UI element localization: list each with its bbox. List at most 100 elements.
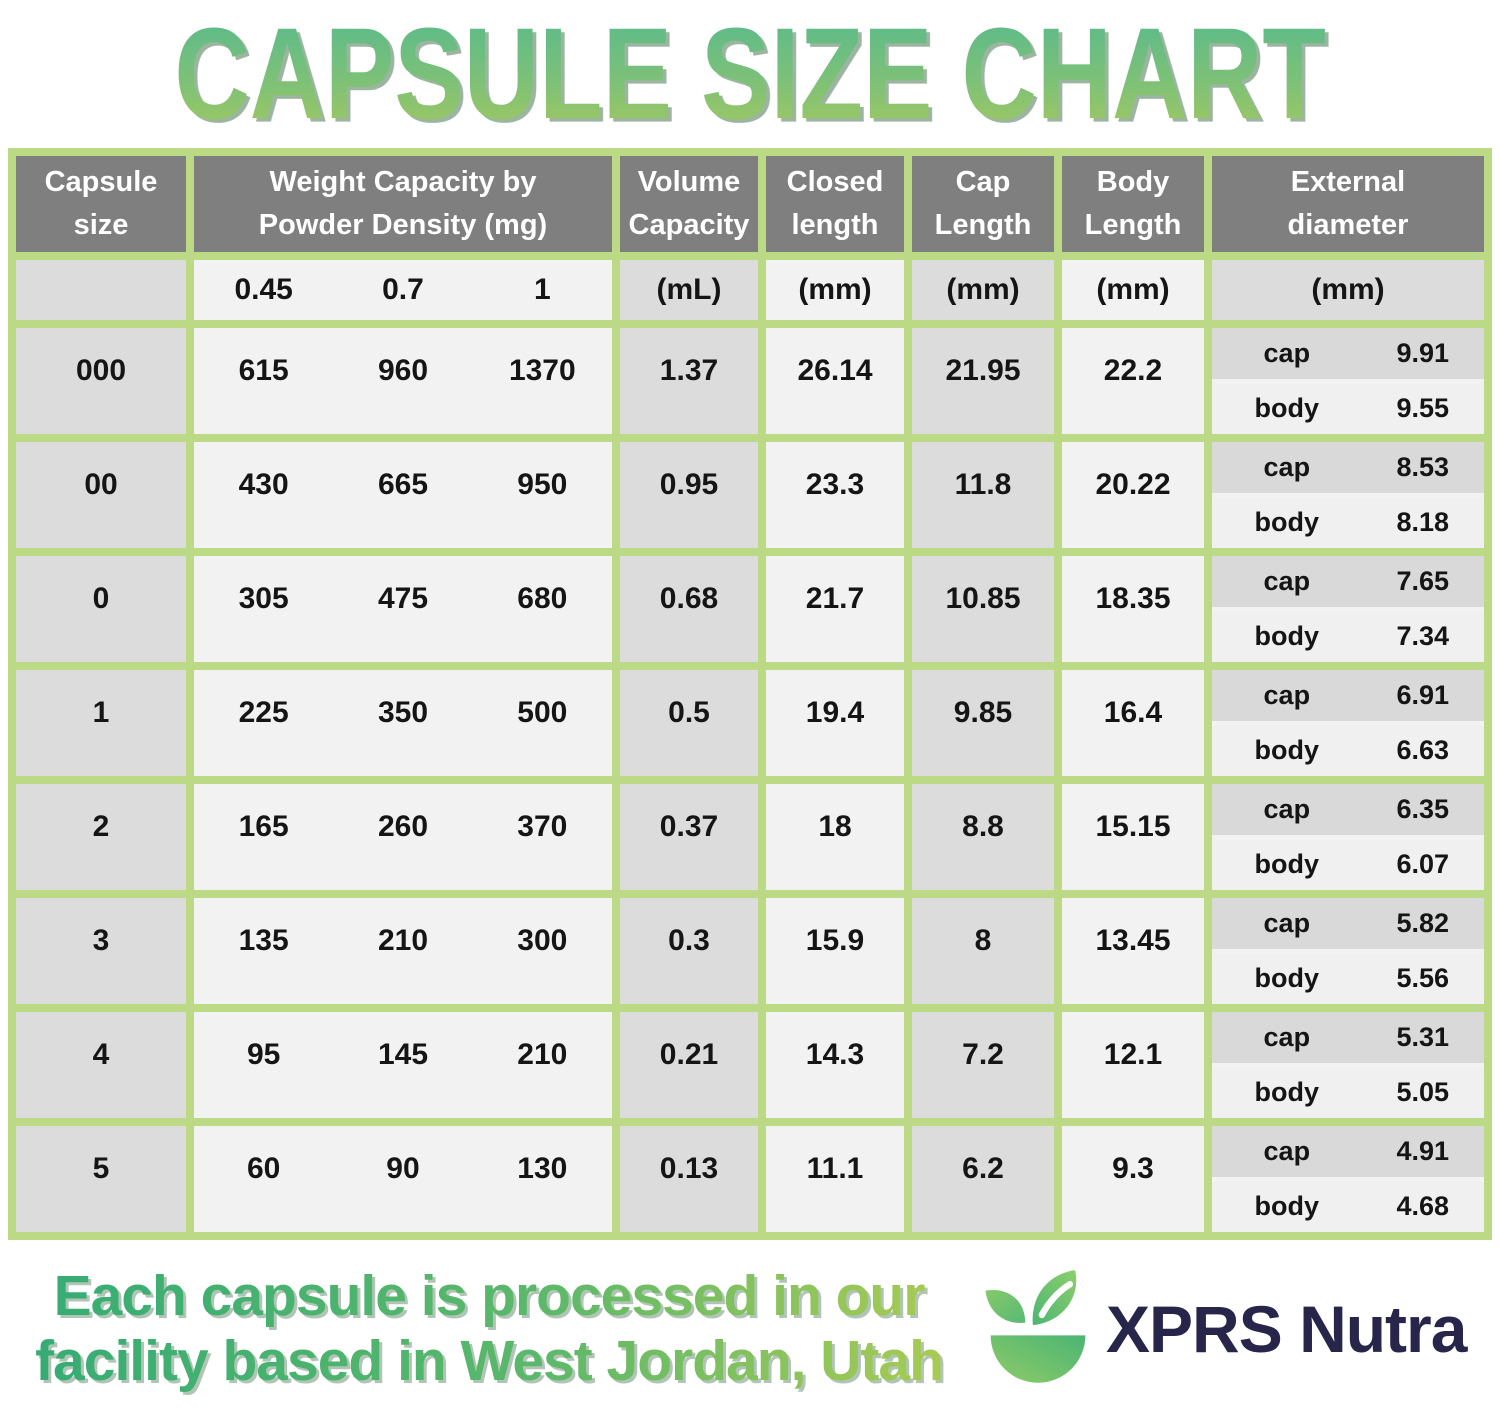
capsule-size-table: Capsule size Weight Capacity by Powder D… [8, 148, 1492, 1240]
external-cap-row: cap 9.91 [1212, 328, 1484, 379]
volume-capacity-value: 1.37 [620, 328, 758, 434]
closed-length-value: 26.14 [766, 328, 904, 434]
weight-at-045: 305 [238, 582, 289, 615]
weight-at-1: 210 [517, 1038, 568, 1071]
external-body-row: body 6.63 [1212, 725, 1484, 776]
external-cap-value: 6.35 [1396, 793, 1450, 824]
body-length-value: 12.1 [1062, 1012, 1204, 1118]
mortar-leaves-icon [985, 1270, 1086, 1383]
external-body-value: 6.63 [1396, 735, 1450, 766]
external-body-row: body 5.56 [1212, 953, 1484, 1004]
weight-capacity-values: 615 960 1370 [194, 328, 612, 434]
weight-at-1: 500 [517, 696, 568, 729]
capsule-size-value: 1 [16, 670, 186, 776]
header-external-diameter: External diameter [1212, 156, 1484, 252]
external-body-row: body 9.55 [1212, 383, 1484, 434]
capsule-size-value: 3 [16, 898, 186, 1004]
external-cap-label: cap [1263, 907, 1311, 938]
units-closed-length: (mm) [766, 260, 904, 320]
body-length-value: 15.15 [1062, 784, 1204, 890]
external-diameter-cell: cap 9.91 body 9.55 [1212, 328, 1484, 434]
units-density-1: 1 [533, 273, 551, 306]
body-length-value: 18.35 [1062, 556, 1204, 662]
capsule-size-value: 000 [16, 328, 186, 434]
external-body-row: body 5.05 [1212, 1067, 1484, 1118]
external-cap-row: cap 6.91 [1212, 670, 1484, 721]
external-body-value: 5.05 [1396, 1077, 1450, 1108]
external-cap-label: cap [1263, 1021, 1311, 1052]
external-diameter-cell: cap 5.82 body 5.56 [1212, 898, 1484, 1004]
external-cap-row: cap 4.91 [1212, 1126, 1484, 1177]
volume-capacity-value: 0.95 [620, 442, 758, 548]
volume-capacity-value: 0.21 [620, 1012, 758, 1118]
external-body-label: body [1254, 849, 1320, 880]
weight-capacity-values: 135 210 300 [194, 898, 612, 1004]
weight-at-07: 960 [377, 354, 429, 387]
volume-capacity-value: 0.5 [620, 670, 758, 776]
external-body-value: 8.18 [1396, 507, 1450, 538]
closed-length-value: 15.9 [766, 898, 904, 1004]
header-weight-capacity: Weight Capacity by Powder Density (mg) [194, 156, 612, 252]
volume-capacity-value: 0.37 [620, 784, 758, 890]
header-capsule-size: Capsule size [16, 156, 186, 252]
closed-length-value: 18 [766, 784, 904, 890]
external-body-label: body [1254, 1191, 1320, 1222]
weight-capacity-values: 430 665 950 [194, 442, 612, 548]
weight-at-045: 225 [238, 696, 289, 729]
external-cap-value: 5.82 [1396, 907, 1450, 938]
units-volume: (mL) [620, 260, 758, 320]
external-body-value: 4.68 [1396, 1191, 1450, 1222]
external-body-value: 6.07 [1396, 849, 1450, 880]
cap-length-value: 6.2 [912, 1126, 1054, 1232]
cap-length-value: 9.85 [912, 670, 1054, 776]
external-cap-label: cap [1263, 1135, 1311, 1166]
external-body-row: body 6.07 [1212, 839, 1484, 890]
weight-at-045: 165 [238, 810, 289, 843]
weight-at-1: 130 [517, 1152, 568, 1185]
external-body-label: body [1254, 393, 1320, 424]
external-cap-value: 8.53 [1396, 451, 1450, 482]
body-length-value: 22.2 [1062, 328, 1204, 434]
external-body-label: body [1254, 507, 1320, 538]
volume-capacity-value: 0.3 [620, 898, 758, 1004]
closed-length-value: 11.1 [766, 1126, 904, 1232]
external-body-value: 9.55 [1396, 393, 1450, 424]
weight-at-045: 135 [238, 924, 289, 957]
weight-capacity-values: 225 350 500 [194, 670, 612, 776]
units-powder-density: 0.45 0.7 1 [194, 260, 612, 320]
cap-length-value: 7.2 [912, 1012, 1054, 1118]
weight-at-045: 95 [246, 1038, 281, 1071]
external-cap-value: 4.91 [1396, 1135, 1450, 1166]
units-density-045: 0.45 [234, 273, 293, 306]
header-closed-length: Closed length [766, 156, 904, 252]
brand-name: XPRS Nutra [1106, 1291, 1467, 1366]
weight-at-045: 430 [238, 468, 289, 501]
closed-length-value: 21.7 [766, 556, 904, 662]
body-length-value: 20.22 [1062, 442, 1204, 548]
closed-length-value: 14.3 [766, 1012, 904, 1118]
header-volume-capacity: Volume Capacity [620, 156, 758, 252]
units-density-07: 0.7 [382, 273, 424, 306]
weight-capacity-values: 95 145 210 [194, 1012, 612, 1118]
weight-at-1: 950 [517, 468, 568, 501]
external-cap-row: cap 6.35 [1212, 784, 1484, 835]
units-blank-cell [16, 260, 186, 320]
external-cap-label: cap [1263, 679, 1311, 710]
weight-at-045: 615 [238, 354, 289, 387]
closed-length-value: 19.4 [766, 670, 904, 776]
brand-logo: XPRS Nutra [974, 1265, 1467, 1393]
external-body-row: body 7.34 [1212, 611, 1484, 662]
cap-length-value: 21.95 [912, 328, 1054, 434]
weight-capacity-values: 305 475 680 [194, 556, 612, 662]
weight-at-07: 475 [377, 582, 429, 615]
volume-capacity-value: 0.68 [620, 556, 758, 662]
units-body-length: (mm) [1062, 260, 1204, 320]
external-cap-value: 5.31 [1396, 1021, 1450, 1052]
weight-at-07: 260 [377, 810, 429, 843]
volume-capacity-value: 0.13 [620, 1126, 758, 1232]
external-cap-label: cap [1263, 565, 1311, 596]
weight-at-045: 60 [246, 1152, 281, 1185]
cap-length-value: 11.8 [912, 442, 1054, 548]
external-diameter-cell: cap 4.91 body 4.68 [1212, 1126, 1484, 1232]
weight-at-1: 1370 [508, 354, 576, 387]
